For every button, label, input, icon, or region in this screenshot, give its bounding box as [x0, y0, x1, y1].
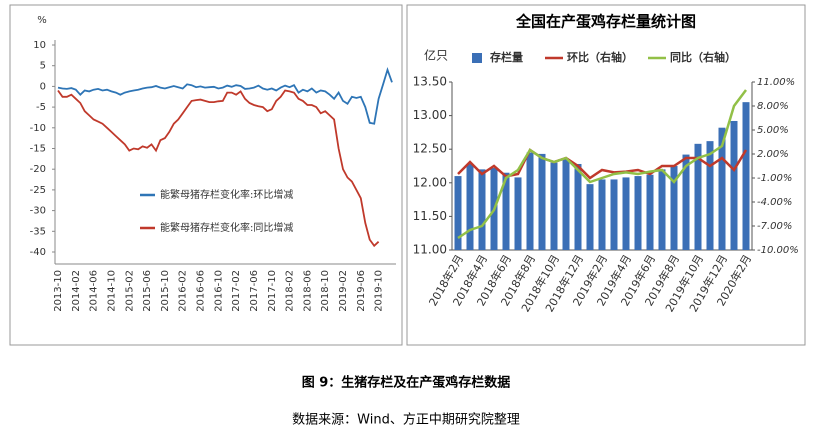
bar — [598, 179, 606, 250]
bar — [562, 159, 570, 250]
x-tick-label: 2013-10 — [53, 270, 64, 312]
y2-tick-label: 11.00% — [757, 77, 795, 88]
y-tick-label: 12.50 — [413, 142, 447, 156]
y-tick-label: -10 — [30, 123, 46, 134]
x-tick-label: 2018-02 — [285, 270, 296, 312]
caption: 图 9：生猪存栏及在产蛋鸡存栏数据 — [302, 375, 511, 391]
y2-tick-label: -7.00% — [757, 221, 792, 232]
x-tick-label: 2015-06 — [142, 270, 153, 312]
bar — [718, 127, 726, 250]
x-tick-label: 2018-10 — [320, 270, 331, 312]
bar — [574, 163, 582, 250]
bar — [550, 162, 558, 250]
x-tick-label: 2017-06 — [249, 270, 260, 312]
x-tick-label: 2017-02 — [231, 270, 242, 312]
series-line — [457, 148, 748, 180]
x-tick-label: 2014-06 — [89, 270, 100, 312]
y-axis-label: 亿只 — [424, 48, 448, 63]
x-tick-label: 2018-06 — [302, 270, 313, 312]
x-tick-label: 2014-10 — [106, 270, 117, 312]
bar — [502, 172, 510, 250]
bar — [586, 184, 594, 250]
x-tick-label: 2019-02 — [338, 270, 349, 312]
bar — [454, 176, 462, 250]
x-tick-label: 2016-10 — [213, 270, 224, 312]
y2-tick-label: -1.00% — [757, 173, 792, 184]
y-axis-label: % — [37, 15, 47, 26]
bar — [526, 152, 534, 250]
y2-tick-label: -10.00% — [757, 245, 799, 256]
legend-label: 同比（右轴） — [670, 50, 736, 64]
bar — [694, 143, 702, 250]
series-line — [57, 66, 393, 125]
bar — [478, 169, 486, 250]
series-line — [457, 89, 747, 240]
x-tick-label: 2019-10 — [374, 270, 385, 312]
bar — [742, 102, 750, 250]
y-tick-label: 13.00 — [413, 108, 447, 122]
bar — [634, 176, 642, 250]
left-panel — [9, 4, 403, 346]
y-tick-label: -25 — [30, 185, 46, 196]
legend-label: 能繁母猪存栏变化率:同比增减 — [160, 221, 293, 234]
y-tick-label: 11.00 — [413, 243, 447, 257]
x-tick-label: 2017-10 — [267, 270, 278, 312]
y-tick-label: 10 — [33, 40, 46, 51]
bar — [538, 153, 546, 250]
y-tick-label: -15 — [30, 144, 46, 155]
bar — [658, 169, 666, 250]
right-panel — [406, 4, 806, 346]
bar — [514, 177, 522, 250]
x-tick-label: 2015-10 — [160, 270, 171, 312]
y-tick-label: 12.00 — [413, 175, 447, 189]
y2-tick-label: 8.00% — [757, 101, 789, 112]
y-tick-label: 13.50 — [413, 75, 447, 89]
y-tick-label: -35 — [30, 226, 46, 237]
y2-tick-label: 5.00% — [757, 125, 789, 136]
y-tick-label: -40 — [30, 247, 46, 258]
series-line — [57, 89, 380, 248]
bar — [682, 154, 690, 250]
bar — [670, 166, 678, 250]
legend-label: 存栏量 — [490, 50, 523, 64]
y-tick-label: -20 — [30, 164, 46, 175]
x-tick-label: 2014-02 — [71, 270, 82, 312]
bar — [610, 179, 618, 250]
x-tick-label: 2016-02 — [178, 270, 189, 312]
y-tick-label: 5 — [40, 61, 46, 72]
y-tick-label: 11.50 — [413, 209, 447, 223]
y-tick-label: -30 — [30, 206, 46, 217]
x-tick-label: 2015-02 — [124, 270, 135, 312]
y2-tick-label: -4.00% — [757, 197, 792, 208]
legend-label: 环比（右轴） — [567, 50, 633, 64]
source: 数据来源：Wind、方正中期研究院整理 — [292, 412, 520, 428]
x-tick-label: 2019-06 — [356, 270, 367, 312]
bar — [622, 177, 630, 250]
y2-tick-label: 2.00% — [757, 149, 789, 160]
x-tick-label: 2016-06 — [196, 270, 207, 312]
bar — [466, 163, 474, 250]
legend-label: 能繁母猪存栏变化率:环比增减 — [160, 188, 293, 201]
legend-swatch — [472, 53, 482, 63]
bar — [730, 120, 738, 250]
y-tick-label: -5 — [36, 102, 46, 113]
bar — [706, 141, 714, 250]
bar — [646, 174, 654, 250]
chart-title: 全国在产蛋鸡存栏量统计图 — [515, 13, 696, 31]
y-tick-label: 0 — [40, 81, 46, 92]
